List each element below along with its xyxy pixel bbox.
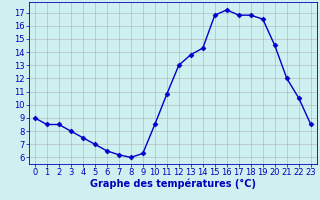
X-axis label: Graphe des températures (°C): Graphe des températures (°C) xyxy=(90,179,256,189)
